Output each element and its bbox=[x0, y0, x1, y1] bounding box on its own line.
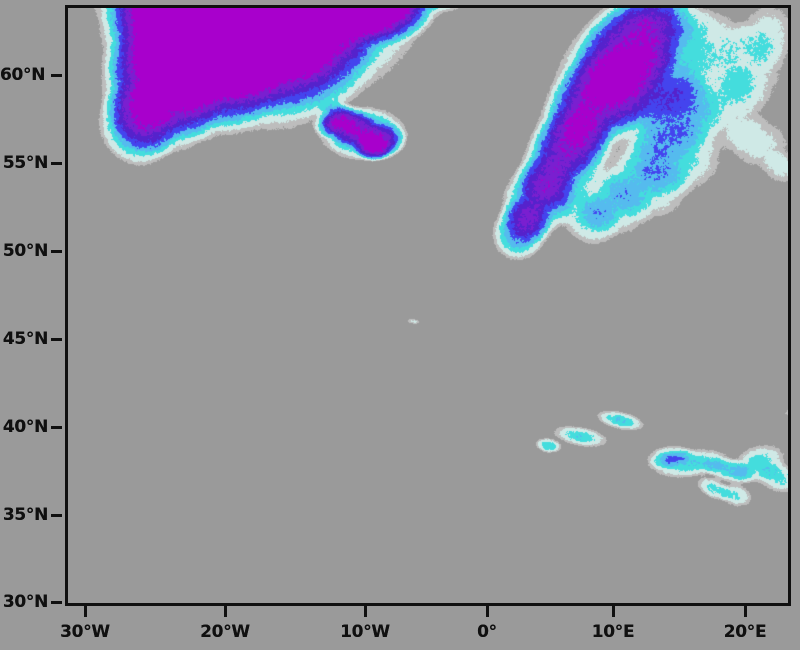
ytick-label-60: 60°N bbox=[0, 65, 46, 85]
contour-field-canvas bbox=[68, 8, 788, 603]
xtick-label-20E: 20°E bbox=[723, 622, 767, 642]
xtick-0 bbox=[485, 606, 489, 617]
ytick-55 bbox=[51, 161, 62, 165]
ytick-label-55: 55°N bbox=[2, 153, 48, 173]
ytick-label-30: 30°N bbox=[2, 592, 48, 612]
ytick-label-40: 40°N bbox=[2, 417, 48, 437]
xtick-20E bbox=[743, 606, 747, 617]
ytick-label-35: 35°N bbox=[2, 505, 48, 525]
ytick-30 bbox=[51, 600, 62, 604]
xtick-label-0: 0° bbox=[477, 622, 497, 642]
xtick-label-10E: 10°E bbox=[591, 622, 635, 642]
xtick-label-10W: 10°W bbox=[340, 622, 390, 642]
ytick-45 bbox=[51, 337, 62, 341]
xtick-10W bbox=[363, 606, 367, 617]
map-plot-area[interactable] bbox=[65, 5, 791, 606]
ytick-35 bbox=[51, 513, 62, 517]
ytick-label-45: 45°N bbox=[2, 329, 48, 349]
xtick-10E bbox=[611, 606, 615, 617]
xtick-20W bbox=[223, 606, 227, 617]
xtick-label-30W: 30°W bbox=[60, 622, 110, 642]
ytick-40 bbox=[51, 425, 62, 429]
xtick-30W bbox=[83, 606, 87, 617]
xtick-label-20W: 20°W bbox=[200, 622, 250, 642]
ytick-label-50: 50°N bbox=[2, 241, 48, 261]
ytick-50 bbox=[51, 249, 62, 253]
ytick-60 bbox=[51, 73, 62, 77]
